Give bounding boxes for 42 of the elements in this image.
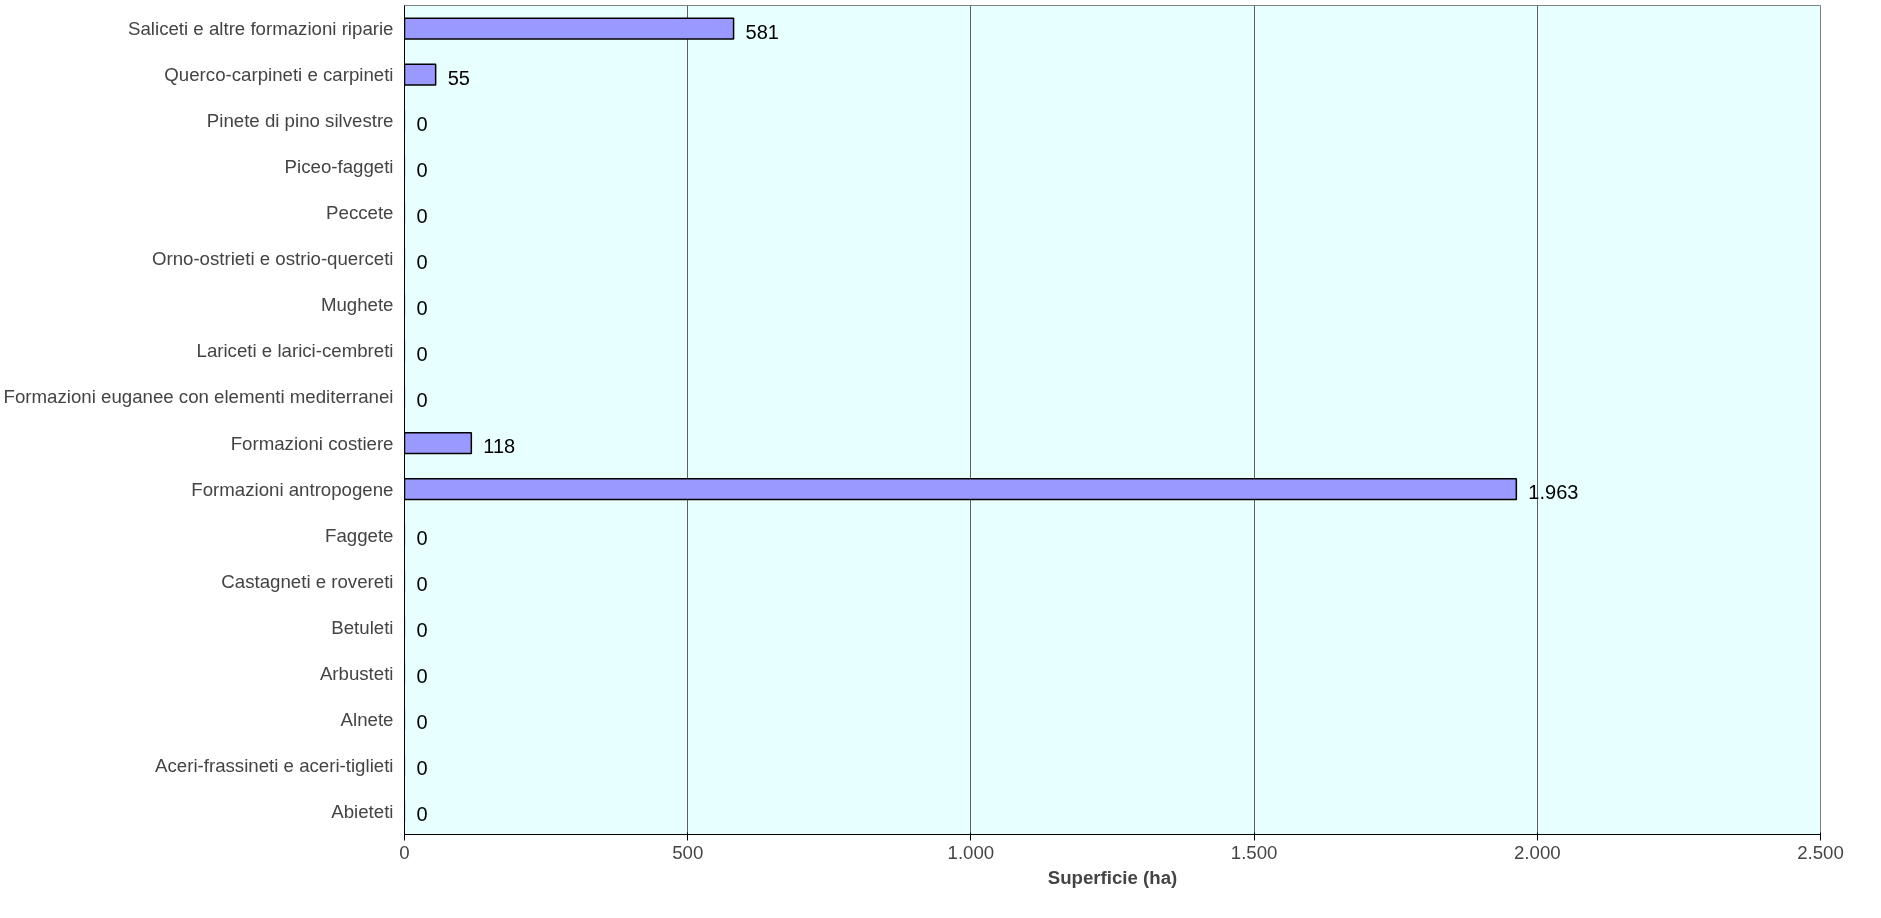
data-label: 0 bbox=[416, 757, 428, 780]
y-tick-label: Piceo-faggeti bbox=[284, 156, 394, 178]
y-tick-label: Pinete di pino silvestre bbox=[206, 110, 394, 132]
y-tick-label: Abieteti bbox=[331, 800, 394, 822]
x-tick-label: 2.000 bbox=[1513, 841, 1561, 863]
y-tick-label: Mughete bbox=[320, 294, 394, 316]
data-label: 0 bbox=[416, 342, 428, 365]
data-label: 0 bbox=[416, 573, 428, 596]
y-tick-label: Formazioni euganee con elementi mediterranei bbox=[3, 386, 394, 408]
data-label: 0 bbox=[416, 803, 428, 826]
data-label: 0 bbox=[416, 388, 428, 411]
y-tick-label: Arbusteti bbox=[319, 662, 394, 684]
y-tick-label: Alnete bbox=[340, 708, 394, 730]
data-label: 0 bbox=[416, 250, 428, 273]
y-tick-label: Orno-ostrieti e ostrio-querceti bbox=[151, 248, 394, 270]
x-tick-label: 0 bbox=[399, 841, 410, 863]
data-label: 0 bbox=[416, 296, 428, 319]
y-tick-label: Querco-carpineti e carpineti bbox=[164, 64, 394, 86]
y-tick-label: Lariceti e larici-cembreti bbox=[196, 340, 394, 362]
y-tick-label: Aceri-frassineti e aceri-tiglieti bbox=[155, 754, 394, 776]
data-label: 0 bbox=[416, 158, 428, 181]
y-tick-label: Castagneti e rovereti bbox=[221, 570, 394, 592]
data-label: 581 bbox=[745, 20, 779, 43]
y-tick-label: Betuleti bbox=[331, 616, 394, 638]
y-tick-label: Formazioni costiere bbox=[230, 432, 394, 454]
x-tick-label: 2.500 bbox=[1797, 841, 1844, 863]
data-label: 118 bbox=[483, 435, 516, 458]
data-label: 0 bbox=[416, 527, 428, 550]
data-label: 0 bbox=[416, 619, 428, 642]
x-tick-label: 1.500 bbox=[1230, 841, 1278, 863]
y-tick-label: Faggete bbox=[325, 524, 394, 546]
y-tick-label: Formazioni antropogene bbox=[191, 478, 394, 500]
data-label: 55 bbox=[447, 66, 470, 89]
y-tick-label: Saliceti e altre formazioni riparie bbox=[128, 18, 394, 40]
data-label: 0 bbox=[416, 665, 428, 688]
data-label: 0 bbox=[416, 204, 428, 227]
data-label: 0 bbox=[416, 711, 428, 734]
x-axis-title: Superficie (ha) bbox=[1047, 866, 1178, 888]
data-label: 0 bbox=[416, 112, 428, 135]
y-tick-label: Peccete bbox=[326, 202, 394, 224]
x-tick-label: 500 bbox=[672, 841, 704, 863]
x-tick-label: 1.000 bbox=[947, 841, 995, 863]
